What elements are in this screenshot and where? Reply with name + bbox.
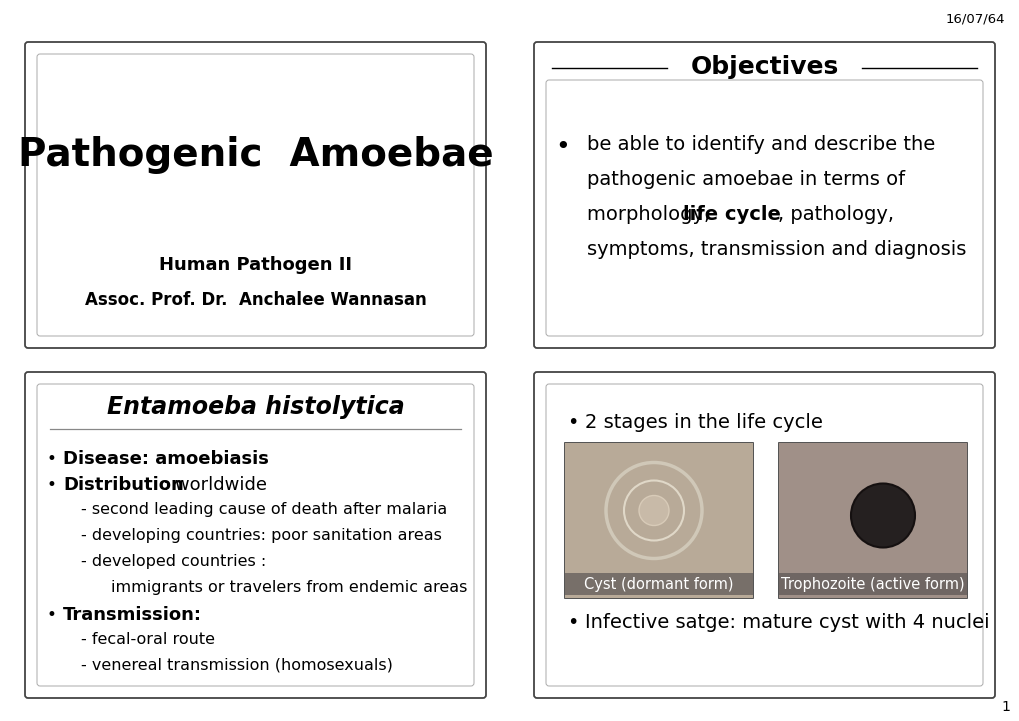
Text: Distribution: Distribution xyxy=(63,476,183,494)
FancyBboxPatch shape xyxy=(37,384,474,686)
FancyBboxPatch shape xyxy=(25,372,485,698)
Text: Infective satge: mature cyst with 4 nuclei: Infective satge: mature cyst with 4 nucl… xyxy=(585,614,988,632)
Bar xyxy=(565,443,752,598)
FancyBboxPatch shape xyxy=(545,384,982,686)
Text: Transmission:: Transmission: xyxy=(63,606,202,624)
Text: - second leading cause of death after malaria: - second leading cause of death after ma… xyxy=(81,502,446,517)
Text: 2 stages in the life cycle: 2 stages in the life cycle xyxy=(585,414,822,433)
Text: •: • xyxy=(47,476,57,494)
Text: - venereal transmission (homosexuals): - venereal transmission (homosexuals) xyxy=(81,658,392,673)
Bar xyxy=(779,443,966,598)
Text: - developing countries: poor sanitation areas: - developing countries: poor sanitation … xyxy=(81,528,441,543)
Text: morphology,: morphology, xyxy=(586,205,715,224)
Circle shape xyxy=(850,484,914,547)
Text: pathogenic amoebae in terms of: pathogenic amoebae in terms of xyxy=(586,170,904,189)
Bar xyxy=(565,443,752,598)
Text: •: • xyxy=(554,135,570,159)
Text: •: • xyxy=(567,414,578,433)
FancyBboxPatch shape xyxy=(545,80,982,336)
Text: symptoms, transmission and diagnosis: symptoms, transmission and diagnosis xyxy=(586,240,965,259)
Text: Pathogenic  Amoebae: Pathogenic Amoebae xyxy=(17,136,493,174)
FancyBboxPatch shape xyxy=(25,42,485,348)
Bar xyxy=(779,443,966,598)
Text: Objectives: Objectives xyxy=(690,55,838,79)
Text: : worldwide: : worldwide xyxy=(162,476,266,494)
Text: be able to identify and describe the: be able to identify and describe the xyxy=(586,135,934,154)
Text: •: • xyxy=(47,606,57,624)
FancyBboxPatch shape xyxy=(534,372,994,698)
Text: Assoc. Prof. Dr.  Anchalee Wannasan: Assoc. Prof. Dr. Anchalee Wannasan xyxy=(85,291,426,309)
Bar xyxy=(565,573,752,595)
Circle shape xyxy=(638,495,668,526)
Bar xyxy=(779,573,966,595)
Text: 1: 1 xyxy=(1000,700,1009,714)
Text: Trophozoite (active form): Trophozoite (active form) xyxy=(781,577,964,591)
FancyBboxPatch shape xyxy=(37,54,474,336)
Text: - developed countries :: - developed countries : xyxy=(81,554,266,569)
Text: - fecal-oral route: - fecal-oral route xyxy=(81,632,215,647)
Text: , pathology,: , pathology, xyxy=(777,205,893,224)
Text: Cyst (dormant form): Cyst (dormant form) xyxy=(584,577,733,591)
Text: Disease: amoebiasis: Disease: amoebiasis xyxy=(63,450,269,468)
Text: Entamoeba histolytica: Entamoeba histolytica xyxy=(107,395,404,419)
Text: •: • xyxy=(567,614,578,632)
FancyBboxPatch shape xyxy=(534,42,994,348)
Text: •: • xyxy=(47,450,57,468)
Text: Human Pathogen II: Human Pathogen II xyxy=(159,256,352,274)
Text: immigrants or travelers from endemic areas: immigrants or travelers from endemic are… xyxy=(111,580,467,595)
Text: 16/07/64: 16/07/64 xyxy=(945,12,1004,25)
Text: life cycle: life cycle xyxy=(683,205,781,224)
